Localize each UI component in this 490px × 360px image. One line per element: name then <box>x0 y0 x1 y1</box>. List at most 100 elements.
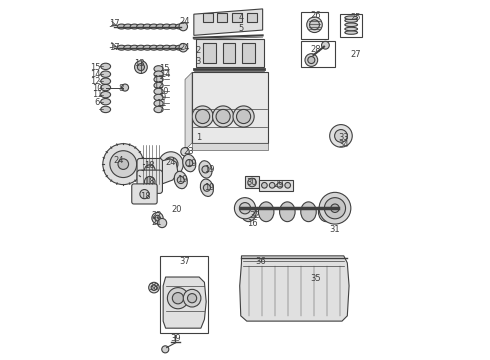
Text: 14: 14 <box>160 70 171 79</box>
Circle shape <box>307 17 322 32</box>
Circle shape <box>216 109 230 123</box>
Text: 14: 14 <box>90 70 100 79</box>
Polygon shape <box>153 159 178 184</box>
FancyBboxPatch shape <box>137 158 163 182</box>
Bar <box>247 13 257 22</box>
Ellipse shape <box>175 45 184 50</box>
Text: 19: 19 <box>177 175 188 184</box>
Text: 17: 17 <box>109 18 120 27</box>
Bar <box>245 176 259 189</box>
Text: 13: 13 <box>153 75 164 84</box>
Text: 27: 27 <box>351 50 362 59</box>
Ellipse shape <box>101 106 111 113</box>
Text: 18: 18 <box>140 193 151 202</box>
Ellipse shape <box>137 24 145 29</box>
Circle shape <box>192 106 213 127</box>
Text: 22: 22 <box>151 211 162 220</box>
Circle shape <box>248 178 256 187</box>
FancyBboxPatch shape <box>137 170 163 193</box>
Circle shape <box>172 293 184 304</box>
Circle shape <box>305 54 318 66</box>
Text: 9: 9 <box>161 93 166 102</box>
Ellipse shape <box>345 19 358 22</box>
Circle shape <box>324 198 345 219</box>
Ellipse shape <box>154 76 163 83</box>
Circle shape <box>213 106 234 127</box>
Circle shape <box>162 346 169 353</box>
Circle shape <box>262 183 267 188</box>
Ellipse shape <box>169 45 177 50</box>
Bar <box>203 13 213 22</box>
Bar <box>242 44 254 63</box>
Bar <box>192 72 268 143</box>
Ellipse shape <box>169 24 177 29</box>
Circle shape <box>118 159 128 170</box>
Circle shape <box>140 189 149 199</box>
Circle shape <box>145 165 155 175</box>
Circle shape <box>122 84 128 91</box>
Circle shape <box>186 159 193 167</box>
Circle shape <box>270 183 275 188</box>
Polygon shape <box>163 277 206 328</box>
Ellipse shape <box>154 88 163 95</box>
Circle shape <box>135 61 147 73</box>
Text: 8: 8 <box>118 84 123 93</box>
Circle shape <box>202 166 209 173</box>
Polygon shape <box>192 143 268 150</box>
Text: 11: 11 <box>156 99 166 108</box>
Text: 31: 31 <box>330 225 340 234</box>
Text: 21: 21 <box>151 218 162 227</box>
Ellipse shape <box>345 27 358 31</box>
Ellipse shape <box>154 106 163 113</box>
Circle shape <box>319 192 351 224</box>
Bar <box>203 44 216 63</box>
Ellipse shape <box>345 23 358 27</box>
Text: 12: 12 <box>153 81 164 90</box>
Circle shape <box>183 289 201 307</box>
Ellipse shape <box>101 63 111 69</box>
Circle shape <box>310 20 319 30</box>
Circle shape <box>164 157 178 171</box>
Circle shape <box>177 176 184 184</box>
Circle shape <box>277 183 283 188</box>
Bar <box>259 180 293 190</box>
Ellipse shape <box>301 202 316 222</box>
Bar <box>301 41 335 67</box>
Ellipse shape <box>130 45 139 50</box>
Text: 39: 39 <box>170 334 180 343</box>
Text: 19: 19 <box>204 165 214 174</box>
Ellipse shape <box>149 24 158 29</box>
Text: 23: 23 <box>183 147 194 156</box>
Bar <box>160 256 208 333</box>
Ellipse shape <box>154 82 163 89</box>
Text: 19: 19 <box>186 158 196 167</box>
Ellipse shape <box>101 99 111 105</box>
Text: 28: 28 <box>310 45 321 54</box>
Text: 18: 18 <box>145 161 155 170</box>
Text: 10: 10 <box>92 84 103 93</box>
Text: 12: 12 <box>90 77 100 86</box>
Text: 19: 19 <box>204 183 214 192</box>
Ellipse shape <box>124 45 132 50</box>
Ellipse shape <box>280 202 295 222</box>
Text: 30: 30 <box>247 178 257 187</box>
Text: 26: 26 <box>310 12 321 21</box>
Circle shape <box>179 22 188 31</box>
Ellipse shape <box>154 100 163 107</box>
Text: 5: 5 <box>239 24 244 33</box>
Text: 34: 34 <box>339 140 349 149</box>
Text: 24: 24 <box>114 156 124 165</box>
Ellipse shape <box>200 179 214 197</box>
Circle shape <box>196 109 210 123</box>
Text: 25: 25 <box>351 13 362 22</box>
Text: 15: 15 <box>90 63 100 72</box>
Circle shape <box>152 212 163 224</box>
Bar <box>218 13 227 22</box>
Ellipse shape <box>101 84 111 91</box>
Circle shape <box>181 148 189 156</box>
Text: 1: 1 <box>196 133 202 142</box>
Circle shape <box>155 215 160 221</box>
Circle shape <box>137 64 145 71</box>
Ellipse shape <box>345 16 358 19</box>
Text: 29: 29 <box>273 180 284 189</box>
